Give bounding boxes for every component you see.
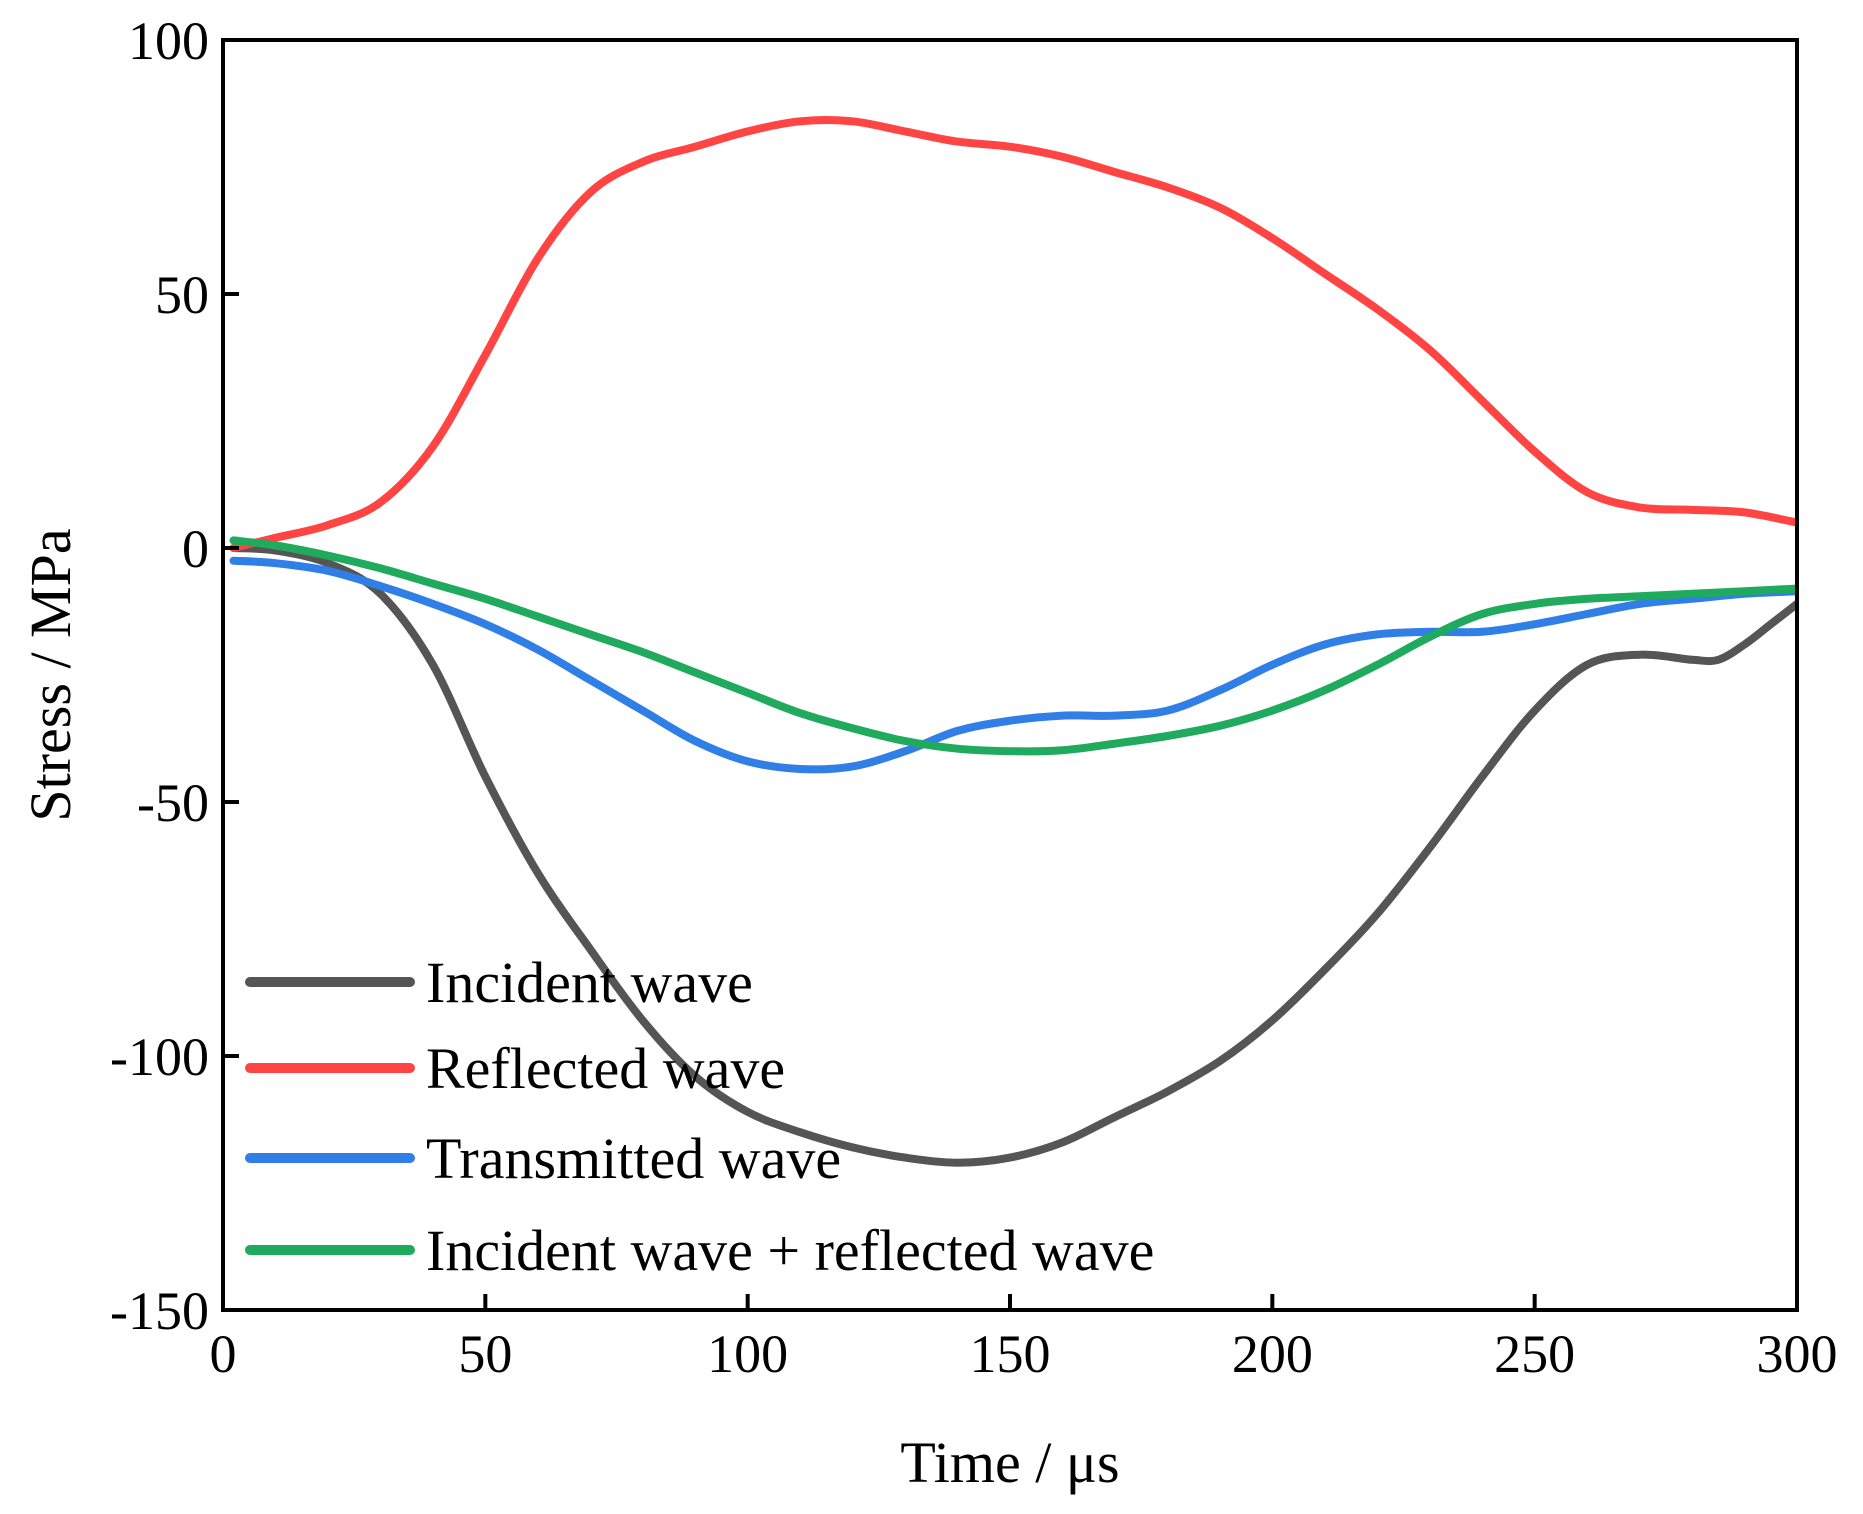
y-axis-ticks: -150 -100 -50 0 50 100 (110, 11, 239, 1341)
series-layer (229, 116, 1797, 1167)
plot-frame (221, 38, 1799, 1312)
y-tick-label: -150 (110, 1281, 209, 1341)
series-line-reflected-wave (229, 116, 1797, 552)
y-tick-label: -50 (137, 773, 209, 833)
x-axis-title: Time / μs (900, 1430, 1119, 1495)
x-tick-label: 200 (1232, 1324, 1313, 1384)
y-tick-label: 0 (182, 519, 209, 579)
legend-label-transmitted-wave: Transmitted wave (426, 1126, 841, 1191)
x-tick-label: 300 (1757, 1324, 1838, 1384)
legend-label-incident-wave-reflected-wave: Incident wave + reflected wave (426, 1218, 1154, 1283)
x-tick-label: 100 (707, 1324, 788, 1384)
plot-area: 0 50 100 150 200 250 300 -150 -100 -50 0 50 100 (110, 11, 1837, 1384)
y-axis-title: Stress / MPa (18, 528, 83, 821)
legend: Incident wave Reflected wave Transmitted w… (245, 950, 1154, 1283)
y-tick-label: 100 (128, 11, 209, 71)
y-tick-label: -100 (110, 1027, 209, 1087)
y-tick-label: 50 (155, 265, 209, 325)
x-axis-ticks: 0 50 100 150 200 250 300 (210, 1294, 1838, 1384)
legend-label-reflected-wave: Reflected wave (426, 1036, 785, 1101)
series-line-incident-wave (229, 544, 1797, 1167)
x-tick-label: 50 (458, 1324, 512, 1384)
x-tick-label: 250 (1494, 1324, 1575, 1384)
legend-label-incident-wave: Incident wave (426, 950, 753, 1015)
series-line-transmitted-wave (229, 556, 1797, 774)
x-tick-label: 0 (210, 1324, 237, 1384)
series-line-incident-wave-reflected-wave (229, 536, 1797, 756)
x-tick-label: 150 (970, 1324, 1051, 1384)
